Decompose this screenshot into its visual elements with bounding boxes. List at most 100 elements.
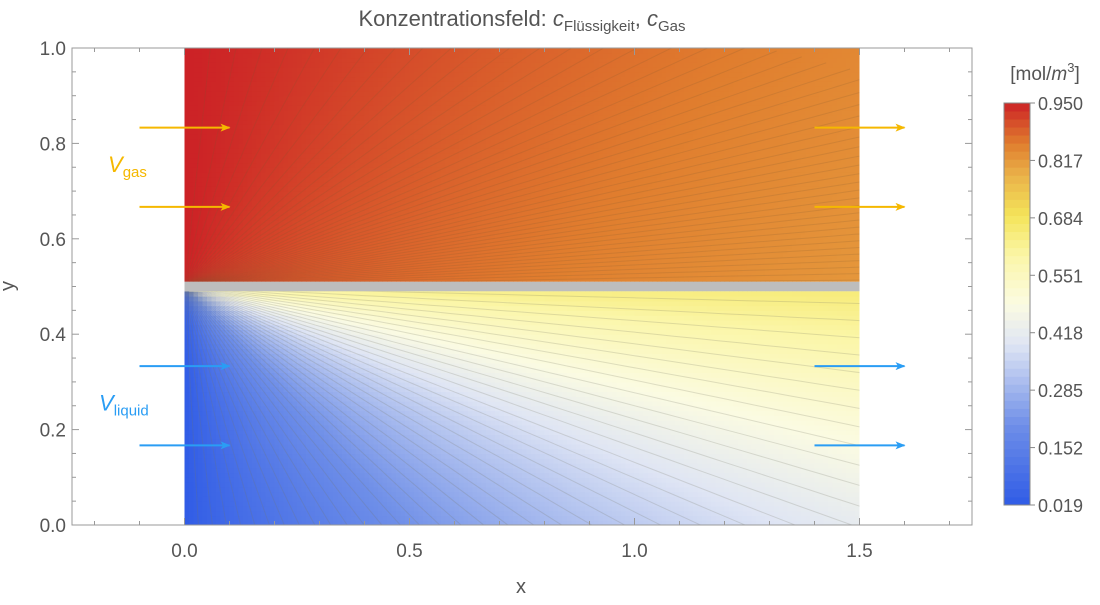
field-cell	[558, 219, 564, 226]
field-cell	[540, 234, 546, 240]
field-cell	[567, 257, 573, 264]
field-cell	[598, 167, 604, 173]
field-cell	[603, 100, 609, 106]
field-cell	[436, 224, 442, 230]
field-cell	[499, 133, 505, 140]
field-cell	[373, 186, 379, 192]
field-cell	[288, 48, 294, 54]
field-cell	[297, 148, 303, 154]
field-cell	[594, 148, 600, 154]
field-cell	[427, 105, 433, 111]
field-cell	[364, 224, 370, 230]
field-cell	[549, 191, 555, 197]
field-cell	[603, 119, 609, 125]
field-cell	[504, 110, 510, 116]
field-cell	[256, 205, 262, 211]
field-cell	[418, 234, 424, 240]
field-cell	[477, 90, 483, 97]
field-cell	[553, 71, 559, 78]
field-cell	[274, 105, 280, 111]
field-cell	[571, 224, 577, 230]
field-cell	[391, 214, 397, 221]
field-cell	[252, 276, 258, 282]
field-cell	[252, 172, 258, 178]
field-cell	[598, 219, 604, 226]
field-cell	[238, 76, 244, 82]
field-cell	[373, 119, 379, 125]
field-cell	[616, 267, 622, 273]
field-cell	[369, 62, 375, 68]
field-cell	[436, 48, 442, 54]
field-cell	[364, 210, 370, 216]
field-cell	[202, 95, 208, 102]
field-cell	[562, 234, 568, 240]
field-cell	[337, 119, 343, 125]
field-cell	[265, 90, 271, 97]
field-cell	[310, 219, 316, 226]
field-cell	[184, 48, 190, 54]
field-cell	[351, 124, 357, 130]
field-cell	[243, 119, 249, 125]
field-cell	[454, 100, 460, 106]
field-cell	[207, 210, 213, 216]
field-cell	[423, 267, 429, 273]
field-cell	[234, 57, 240, 63]
field-cell	[382, 119, 388, 125]
field-cell	[234, 76, 240, 82]
field-cell	[324, 105, 330, 111]
field-cell	[468, 176, 474, 183]
field-cell	[504, 167, 510, 173]
field-cell	[274, 167, 280, 173]
field-cell	[531, 243, 537, 249]
field-cell	[225, 191, 231, 197]
field-cell	[540, 71, 546, 78]
field-cell	[427, 62, 433, 68]
field-cell	[238, 48, 244, 54]
field-cell	[598, 186, 604, 192]
field-cell	[400, 110, 406, 116]
field-cell	[184, 95, 190, 102]
field-cell	[297, 62, 303, 68]
field-cell	[540, 267, 546, 273]
field-cell	[369, 262, 375, 269]
field-cell	[531, 114, 537, 121]
field-cell	[265, 129, 271, 135]
field-cell	[490, 248, 496, 254]
field-cell	[301, 224, 307, 230]
field-cell	[351, 114, 357, 121]
field-cell	[207, 90, 213, 97]
field-cell	[351, 157, 357, 164]
field-cell	[193, 234, 199, 240]
field-cell	[490, 219, 496, 226]
field-cell	[589, 52, 595, 59]
field-cell	[418, 71, 424, 78]
field-cell	[247, 262, 253, 269]
field-cell	[432, 191, 438, 197]
field-cell	[531, 276, 537, 282]
field-cell	[229, 210, 235, 216]
field-cell	[333, 95, 339, 102]
field-cell	[202, 191, 208, 197]
field-cell	[247, 90, 253, 97]
field-cell	[193, 210, 199, 216]
field-cell	[301, 114, 307, 121]
field-cell	[319, 191, 325, 197]
field-cell	[220, 176, 226, 183]
field-cell	[486, 148, 492, 154]
field-cell	[301, 129, 307, 135]
field-cell	[369, 224, 375, 230]
field-cell	[445, 133, 451, 140]
field-cell	[517, 191, 523, 197]
field-cell	[621, 95, 627, 102]
field-cell	[216, 114, 222, 121]
field-cell	[436, 214, 442, 221]
field-cell	[202, 143, 208, 149]
field-cell	[243, 157, 249, 164]
field-cell	[283, 162, 289, 168]
field-cell	[202, 195, 208, 202]
field-cell	[238, 219, 244, 226]
field-cell	[265, 186, 271, 192]
field-cell	[333, 90, 339, 97]
field-cell	[333, 229, 339, 235]
field-cell	[562, 71, 568, 78]
